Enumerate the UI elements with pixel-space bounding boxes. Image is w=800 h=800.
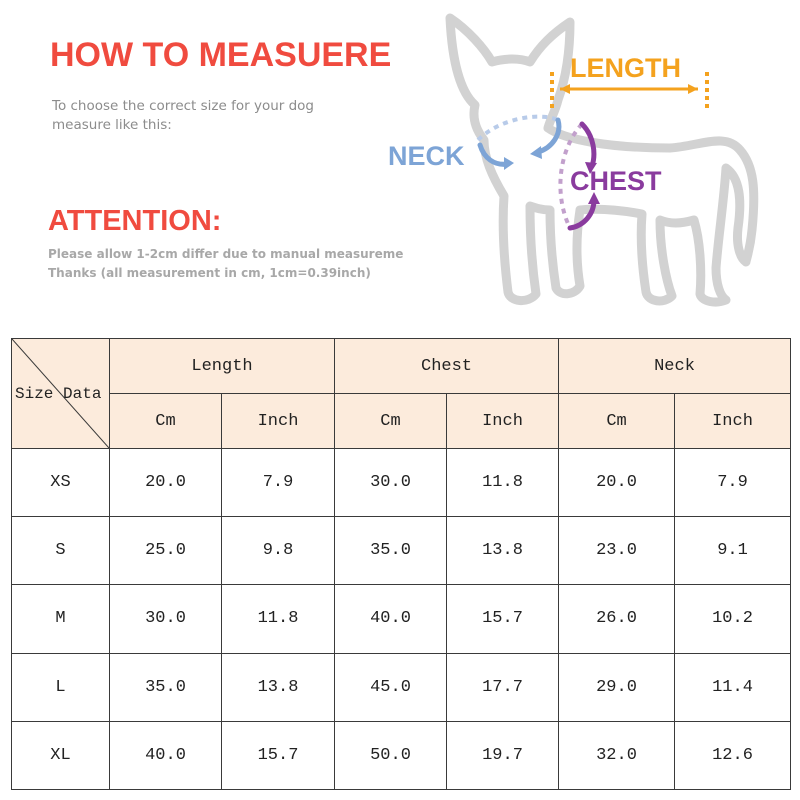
- unit-header: Cm: [109, 393, 222, 449]
- value-cell: 23.0: [558, 516, 676, 586]
- neck-arrow-right: [535, 117, 562, 155]
- corner-label: Size Data: [15, 385, 102, 403]
- value-cell: 26.0: [558, 584, 676, 654]
- chest-label: CHEST: [570, 166, 662, 196]
- table-row: M 30.0 11.8 40.0 15.7 26.0 10.2: [11, 584, 792, 654]
- value-cell: 35.0: [109, 652, 222, 722]
- unit-header: Cm: [334, 393, 447, 449]
- attention-heading: ATTENTION:: [48, 205, 222, 237]
- chest-measure-line: [558, 122, 584, 229]
- size-cell: XL: [11, 720, 110, 791]
- neck-arrowhead-left: [504, 157, 514, 170]
- table-corner-cell: Size Data: [11, 338, 110, 449]
- value-cell: 19.7: [445, 720, 560, 791]
- value-cell: 30.0: [109, 584, 222, 654]
- value-cell: 20.0: [109, 447, 222, 518]
- attention-note-line2: Thanks (all measurement in cm, 1cm=0.39i…: [48, 266, 371, 280]
- length-arrowhead-left: [560, 84, 570, 94]
- value-cell: 15.7: [445, 584, 560, 654]
- page-title: HOW TO MEASUERE: [50, 36, 392, 74]
- instruction-text: To choose the correct size for your dog …: [52, 98, 315, 133]
- group-header: Length: [109, 338, 335, 394]
- value-cell: 13.8: [445, 516, 560, 586]
- chest-arrowhead-top: [585, 162, 597, 174]
- value-cell: 20.0: [558, 447, 676, 518]
- value-cell: 7.9: [221, 447, 335, 518]
- value-cell: 40.0: [109, 720, 222, 791]
- table-row: L 35.0 13.8 45.0 17.7 29.0 11.4: [11, 652, 792, 722]
- table-row: S 25.0 9.8 35.0 13.8 23.0 9.1: [11, 516, 792, 586]
- length-arrowhead-right: [688, 84, 698, 94]
- value-cell: 9.1: [674, 516, 792, 586]
- table-row: XS 20.0 7.9 30.0 11.8 20.0 7.9: [11, 447, 792, 518]
- value-cell: 11.4: [674, 652, 792, 722]
- value-cell: 11.8: [445, 447, 560, 518]
- value-cell: 11.8: [221, 584, 335, 654]
- attention-note-line1: Please allow 1-2cm differ due to manual …: [48, 247, 404, 261]
- size-chart-table: Size Data Length Chest Neck Cm Inch Cm I…: [11, 338, 792, 791]
- unit-header: Inch: [445, 393, 560, 449]
- value-cell: 40.0: [334, 584, 447, 654]
- value-cell: 13.8: [221, 652, 335, 722]
- group-header: Neck: [558, 338, 792, 394]
- value-cell: 35.0: [334, 516, 447, 586]
- neck-arrowhead-right: [530, 146, 542, 159]
- value-cell: 17.7: [445, 652, 560, 722]
- unit-header: Inch: [674, 393, 792, 449]
- value-cell: 45.0: [334, 652, 447, 722]
- value-cell: 25.0: [109, 516, 222, 586]
- size-cell: L: [11, 652, 110, 722]
- unit-header: Inch: [221, 393, 335, 449]
- dog-outline: [445, 13, 759, 307]
- neck-label: NECK: [388, 141, 465, 171]
- table-row: XL 40.0 15.7 50.0 19.7 32.0 12.6: [11, 720, 792, 791]
- value-cell: 12.6: [674, 720, 792, 791]
- table-header-row: Size Data Length Chest Neck: [11, 338, 792, 449]
- value-cell: 32.0: [558, 720, 676, 791]
- value-cell: 9.8: [221, 516, 335, 586]
- value-cell: 7.9: [674, 447, 792, 518]
- table-unit-row: Cm Inch Cm Inch Cm Inch: [12, 393, 792, 449]
- group-header: Chest: [333, 338, 560, 394]
- value-cell: 50.0: [334, 720, 447, 791]
- length-label: LENGTH: [570, 53, 681, 83]
- size-cell: M: [11, 584, 110, 654]
- value-cell: 30.0: [334, 447, 447, 518]
- value-cell: 29.0: [558, 652, 676, 722]
- size-cell: XS: [11, 447, 110, 518]
- value-cell: 10.2: [674, 584, 792, 654]
- attention-note: Please allow 1-2cm differ due to manual …: [48, 245, 410, 283]
- chest-arrowhead-bottom: [588, 192, 600, 204]
- unit-header: Cm: [558, 393, 676, 449]
- value-cell: 15.7: [221, 720, 335, 791]
- size-cell: S: [11, 516, 110, 586]
- dog-measure-diagram: LENGTH NECK CHEST: [388, 13, 759, 307]
